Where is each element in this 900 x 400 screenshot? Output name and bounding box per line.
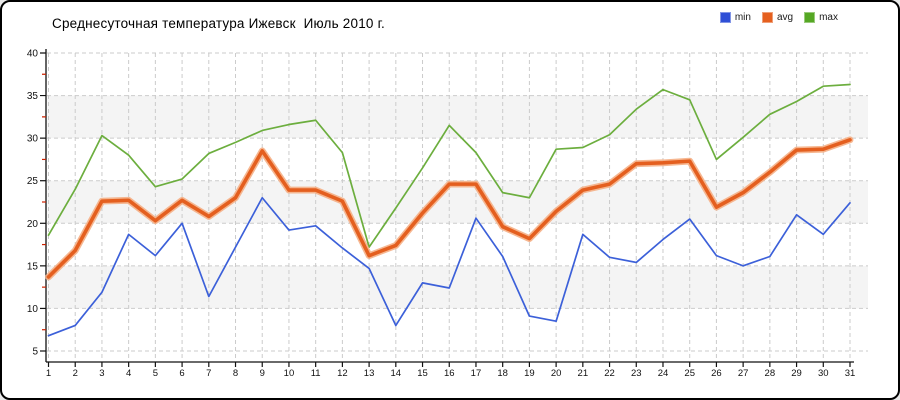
svg-text:22: 22 bbox=[604, 368, 615, 379]
svg-text:27: 27 bbox=[738, 368, 749, 379]
svg-text:40: 40 bbox=[27, 49, 39, 60]
svg-text:16: 16 bbox=[444, 368, 455, 379]
svg-text:10: 10 bbox=[27, 304, 39, 315]
svg-text:25: 25 bbox=[684, 368, 695, 379]
svg-text:28: 28 bbox=[765, 368, 776, 379]
svg-text:29: 29 bbox=[791, 368, 802, 379]
legend-label-max: max bbox=[819, 12, 838, 23]
series-max-line bbox=[47, 83, 851, 248]
plot-bands bbox=[47, 95, 868, 309]
legend-swatch-max-icon bbox=[804, 12, 816, 23]
svg-text:31: 31 bbox=[845, 368, 856, 379]
svg-text:2: 2 bbox=[73, 368, 78, 379]
svg-text:14: 14 bbox=[391, 368, 402, 379]
axes bbox=[45, 49, 854, 363]
svg-text:5: 5 bbox=[153, 368, 158, 379]
svg-text:30: 30 bbox=[27, 134, 39, 145]
svg-text:11: 11 bbox=[311, 368, 321, 379]
svg-text:8: 8 bbox=[233, 368, 238, 379]
svg-text:6: 6 bbox=[179, 368, 184, 379]
svg-text:9: 9 bbox=[260, 368, 265, 379]
legend-item-min: min bbox=[719, 12, 751, 23]
legend: min avg max bbox=[719, 12, 838, 23]
svg-text:21: 21 bbox=[578, 368, 589, 379]
x-axis-labels: 1 2 3 4 5 6 7 8 9 10 11 12 13 14 15 16 17 18 19 20 21 22 23 24 2… bbox=[46, 368, 855, 379]
svg-text:4: 4 bbox=[126, 368, 131, 379]
series-min-line bbox=[47, 196, 851, 337]
svg-text:20: 20 bbox=[551, 368, 562, 379]
series-avg-line bbox=[46, 138, 852, 279]
svg-text:30: 30 bbox=[818, 368, 829, 379]
axis-ticks bbox=[40, 52, 851, 367]
svg-text:15: 15 bbox=[417, 368, 428, 379]
svg-text:1: 1 bbox=[46, 368, 51, 379]
svg-text:23: 23 bbox=[631, 368, 642, 379]
legend-item-max: max bbox=[804, 12, 838, 23]
svg-text:19: 19 bbox=[524, 368, 535, 379]
svg-text:24: 24 bbox=[658, 368, 669, 379]
svg-text:20: 20 bbox=[27, 219, 39, 230]
svg-text:25: 25 bbox=[27, 176, 39, 187]
svg-text:12: 12 bbox=[337, 368, 348, 379]
svg-text:26: 26 bbox=[711, 368, 722, 379]
legend-label-min: min bbox=[734, 12, 751, 23]
legend-label-avg: avg bbox=[776, 12, 794, 23]
legend-swatch-min-icon bbox=[719, 12, 731, 23]
svg-text:13: 13 bbox=[364, 368, 375, 379]
svg-text:18: 18 bbox=[497, 368, 508, 379]
legend-swatch-avg-icon bbox=[761, 12, 773, 23]
svg-text:10: 10 bbox=[284, 368, 295, 379]
svg-text:15: 15 bbox=[27, 261, 39, 272]
svg-text:17: 17 bbox=[471, 368, 482, 379]
svg-text:5: 5 bbox=[32, 347, 38, 358]
chart-title: Среднесуточная температура Ижевск Июль 2… bbox=[52, 16, 385, 31]
gridlines bbox=[47, 52, 868, 358]
svg-text:35: 35 bbox=[27, 91, 39, 102]
legend-item-avg: avg bbox=[761, 12, 794, 23]
svg-text:7: 7 bbox=[206, 368, 211, 379]
svg-text:3: 3 bbox=[99, 368, 104, 379]
y-axis-labels: 5 10 15 20 25 30 35 40 bbox=[27, 49, 39, 358]
